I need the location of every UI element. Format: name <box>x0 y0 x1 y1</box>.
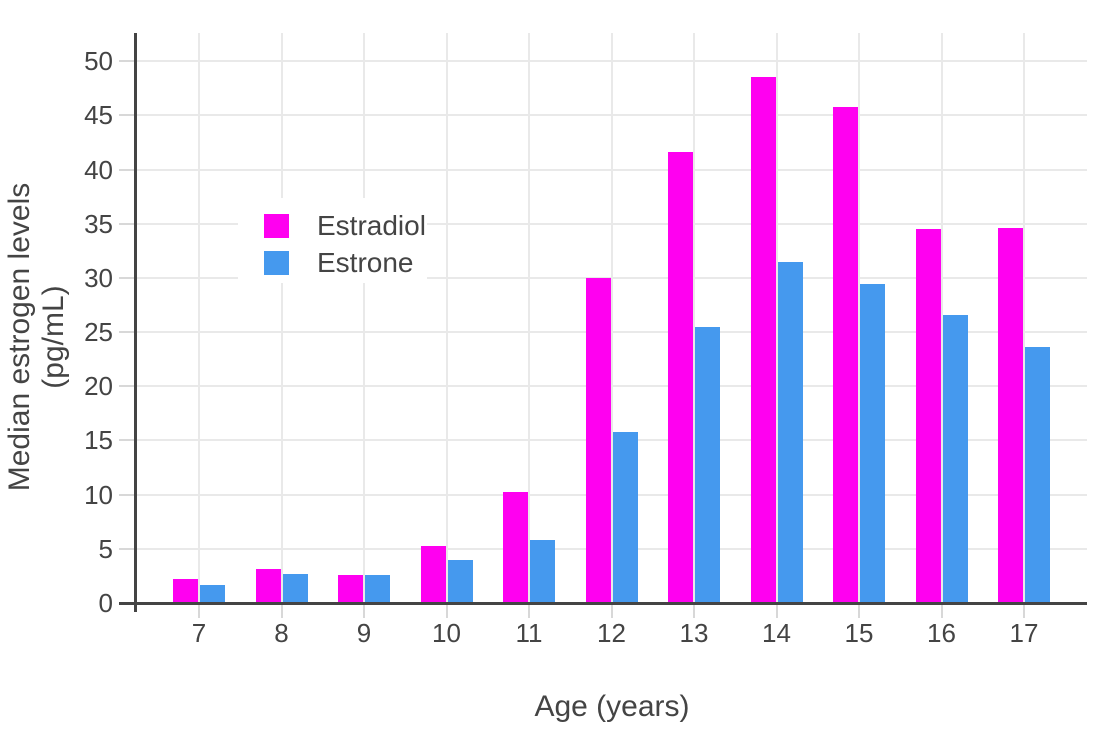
legend-item-estradiol: Estradiol <box>264 209 426 241</box>
vertical-gridline <box>940 33 943 603</box>
x-tick-label: 16 <box>927 618 956 648</box>
bar-estradiol-age-8 <box>255 569 281 603</box>
bar-estradiol-age-11 <box>503 492 528 603</box>
horizontal-gridline <box>137 331 1087 334</box>
bar-estradiol-age-15 <box>833 106 858 603</box>
y-tick <box>119 168 137 171</box>
bar-estrone-age-8 <box>282 573 308 603</box>
x-tick-label: 13 <box>679 618 709 648</box>
plot-area: 7 8 9 10 11 12 13 14 15 16 17 0 5 10 15 20 25 30 35 40 45 50 <box>84 33 1087 646</box>
bar-estrone-age-16 <box>942 314 968 603</box>
x-tick <box>940 604 943 618</box>
horizontal-gridline <box>137 168 1087 171</box>
y-tick <box>119 276 137 279</box>
bar-estrone-age-17 <box>1025 347 1050 603</box>
bar-estradiol-age-14 <box>750 77 776 603</box>
y-tick-label: 50 <box>84 46 113 77</box>
y-tick <box>119 385 137 388</box>
legend-label-estradiol: Estradiol <box>317 209 426 241</box>
y-tick-label: 20 <box>84 371 113 402</box>
x-tick-label: 14 <box>762 618 791 648</box>
bar-estrone-age-12 <box>612 431 638 603</box>
y-tick-label: 30 <box>84 262 113 293</box>
vertical-gridline <box>445 33 448 603</box>
x-tick-label: 10 <box>432 618 461 648</box>
x-tick <box>198 604 200 618</box>
bar-estrone-age-7 <box>200 584 225 603</box>
y-tick <box>119 222 137 225</box>
x-axis-line <box>119 601 1087 605</box>
y-tick-label: 5 <box>98 533 113 564</box>
horizontal-gridline <box>137 439 1087 442</box>
x-tick <box>528 604 530 618</box>
bar-estradiol-age-13 <box>668 152 693 603</box>
bar-estradiol-age-12 <box>585 277 611 603</box>
vertical-gridline <box>528 33 530 603</box>
horizontal-gridline <box>137 60 1087 63</box>
bar-estrone-age-15 <box>860 284 885 603</box>
y-axis-line <box>134 33 137 612</box>
vertical-gridline <box>363 33 365 603</box>
x-tick-label: 17 <box>1009 618 1039 648</box>
horizontal-gridline <box>137 547 1087 550</box>
estrone-swatch-icon <box>264 250 289 275</box>
y-tick-label: 35 <box>84 208 113 239</box>
y-tick <box>119 493 137 496</box>
bar-estradiol-age-16 <box>915 229 941 603</box>
horizontal-gridline <box>137 222 1087 225</box>
bar-estrone-age-14 <box>777 261 803 603</box>
y-tick <box>119 439 137 442</box>
x-tick <box>445 604 448 618</box>
y-tick <box>119 60 137 63</box>
bar-estradiol-age-7 <box>173 579 198 603</box>
y-tick-label: 40 <box>84 154 113 185</box>
estradiol-swatch-icon <box>264 213 289 238</box>
x-tick-label: 11 <box>515 618 543 648</box>
bar-estrone-age-9 <box>365 574 390 603</box>
legend: Estradiol Estrone <box>238 198 427 283</box>
x-tick <box>280 604 283 618</box>
x-tick-label: 12 <box>597 618 626 648</box>
bar-estradiol-age-17 <box>998 228 1023 603</box>
y-tick-label: 25 <box>84 317 113 348</box>
legend-item-estrone: Estrone <box>264 246 414 278</box>
legend-label-estrone: Estrone <box>317 246 414 278</box>
vertical-gridline <box>198 33 200 603</box>
y-tick <box>119 331 137 334</box>
horizontal-gridline <box>137 276 1087 279</box>
vertical-gridline <box>858 33 860 603</box>
x-tick <box>610 604 613 618</box>
x-tick <box>775 604 778 618</box>
y-tick-label: 15 <box>84 425 113 456</box>
horizontal-gridline <box>137 385 1087 388</box>
x-axis-title: Age (years) <box>534 690 690 723</box>
y-tick <box>119 114 137 117</box>
bar-estradiol-age-10 <box>420 545 446 603</box>
x-tick <box>693 604 695 618</box>
x-tick-label: 15 <box>844 618 874 648</box>
bar-estrone-age-10 <box>447 559 473 603</box>
vertical-gridline <box>1023 33 1025 603</box>
vertical-gridline <box>693 33 695 603</box>
x-tick <box>1023 604 1025 618</box>
horizontal-gridline <box>137 114 1087 117</box>
y-tick-label: 10 <box>84 479 113 510</box>
vertical-gridline <box>610 33 613 603</box>
x-tick-label: 9 <box>356 618 372 648</box>
bar-estradiol-age-9 <box>338 574 363 603</box>
bar-estrone-age-13 <box>695 326 720 603</box>
bar-estrone-age-11 <box>530 540 555 603</box>
vertical-gridline <box>280 33 283 603</box>
x-tick <box>363 604 365 618</box>
x-tick-label: 7 <box>191 618 207 648</box>
x-tick-label: 8 <box>274 618 289 648</box>
y-tick-label: 45 <box>84 100 113 131</box>
x-tick <box>858 604 860 618</box>
vertical-gridline <box>775 33 778 603</box>
horizontal-gridline <box>137 493 1087 496</box>
y-tick-label: 0 <box>98 588 113 618</box>
y-tick <box>119 547 137 550</box>
